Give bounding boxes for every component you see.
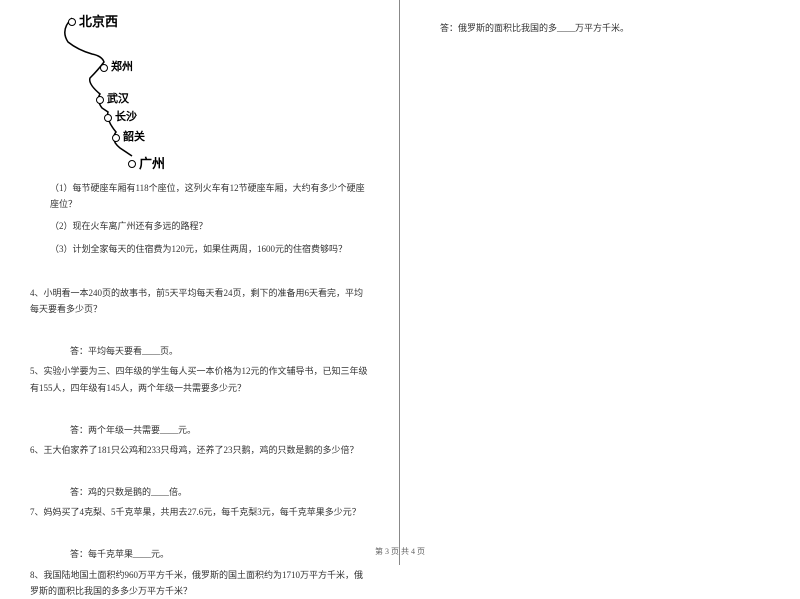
question-text: （2）现在火车离广州还有多远的路程？ [50, 218, 369, 234]
city-zhengzhou: 郑州 [100, 58, 133, 78]
right-column: 答：俄罗斯的面积比我国的多____万平方千米。 [400, 0, 800, 565]
answer-6: 答：鸡的只数是鹅的____倍。 [70, 484, 369, 500]
question-8: 8、我国陆地国土面积约960万平方千米，俄罗斯的国土面积约为1710万平方千米，… [30, 567, 369, 599]
sub-question-2: （2）现在火车离广州还有多远的路程？ [50, 218, 369, 234]
answer-8: 答：俄罗斯的面积比我国的多____万平方千米。 [440, 20, 770, 36]
city-label: 郑州 [111, 58, 133, 78]
spacer [30, 398, 369, 418]
question-4: 4、小明看一本240页的故事书，前5天平均每天看24页，剩下的准备用6天看完，平… [30, 285, 369, 317]
city-dot-icon [68, 18, 76, 26]
city-beijing: 北京西 [68, 10, 118, 33]
question-5: 5、实验小学要为三、四年级的学生每人买一本价格为12元的作文辅导书，已知三年级有… [30, 363, 369, 395]
answer-4: 答：平均每天要看____页。 [70, 343, 369, 359]
question-text: （1）每节硬座车厢有118个座位，这列火车有12节硬座车厢，大约有多少个硬座座位… [50, 180, 369, 212]
city-dot-icon [100, 64, 108, 72]
sub-question-1: （1）每节硬座车厢有118个座位，这列火车有12节硬座车厢，大约有多少个硬座座位… [50, 180, 369, 212]
city-changsha: 长沙 [104, 108, 137, 128]
answer-5: 答：两个年级一共需要____元。 [70, 422, 369, 438]
spacer [30, 460, 369, 480]
city-label: 韶关 [123, 128, 145, 148]
question-7: 7、妈妈买了4克梨、5千克苹果，共用去27.6元，每千克梨3元，每千克苹果多少元… [30, 504, 369, 520]
route-map: 北京西 郑州 武汉 长沙 韶关 广州 [50, 10, 200, 170]
left-column: 北京西 郑州 武汉 长沙 韶关 广州 （1 [0, 0, 400, 565]
spacer [30, 319, 369, 339]
city-dot-icon [96, 96, 104, 104]
city-label: 武汉 [107, 90, 129, 110]
page-footer: 第 3 页 共 4 页 [0, 546, 800, 557]
city-label: 北京西 [79, 10, 118, 33]
question-6: 6、王大伯家养了181只公鸡和233只母鸡，还养了23只鹅，鸡的只数是鹅的多少倍… [30, 442, 369, 458]
spacer [30, 522, 369, 542]
question-text: （3）计划全家每天的住宿费为120元，如果住两周，1600元的住宿费够吗？ [50, 241, 369, 257]
city-wuhan: 武汉 [96, 90, 129, 110]
city-dot-icon [112, 134, 120, 142]
city-label: 长沙 [115, 108, 137, 128]
spacer [30, 263, 369, 283]
exam-page: 北京西 郑州 武汉 长沙 韶关 广州 （1 [0, 0, 800, 565]
city-shaoguan: 韶关 [112, 128, 145, 148]
sub-question-3: （3）计划全家每天的住宿费为120元，如果住两周，1600元的住宿费够吗？ [50, 241, 369, 257]
city-guangzhou: 广州 [128, 152, 165, 175]
city-dot-icon [128, 160, 136, 168]
city-label: 广州 [139, 152, 165, 175]
city-dot-icon [104, 114, 112, 122]
